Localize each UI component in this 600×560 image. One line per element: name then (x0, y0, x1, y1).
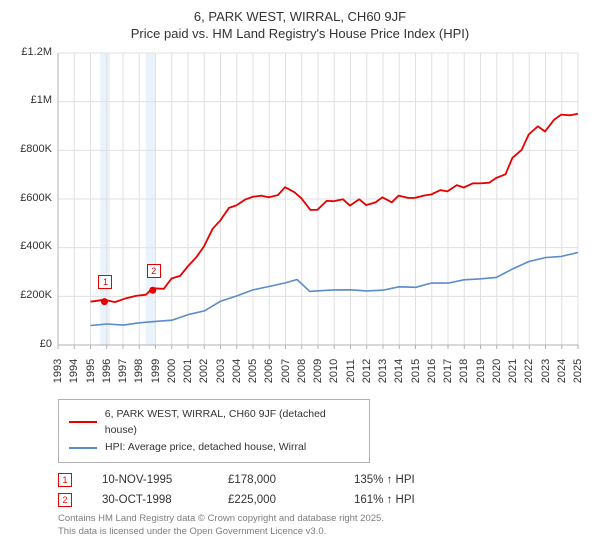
page-subtitle: Price paid vs. HM Land Registry's House … (12, 26, 588, 41)
x-axis-label: 2007 (280, 357, 292, 385)
y-axis-label: £0 (12, 338, 52, 350)
x-axis-label: 2024 (556, 357, 568, 385)
sale-row-marker: 2 (58, 493, 72, 507)
x-axis-label: 2023 (540, 357, 552, 385)
x-axis-label: 2016 (426, 357, 438, 385)
x-axis-label: 2004 (231, 357, 243, 385)
x-axis-label: 2019 (475, 357, 487, 385)
chart-plot-area: £0 £200K £400K £600K £800K £1M £1.2M 1993 1994 1… (12, 45, 588, 395)
x-axis-label: 2002 (198, 357, 210, 385)
x-axis-label: 2008 (296, 357, 308, 385)
footer-text: Contains HM Land Registry data © Crown c… (58, 513, 588, 539)
x-axis-label: 2014 (393, 357, 405, 385)
sales-table: 1 10-NOV-1995 £178,000 135% ↑ HPI 2 30-OCT-19… (58, 473, 588, 507)
x-axis-label: 1997 (117, 357, 129, 385)
legend-label: HPI: Average price, detached house, Wirr… (105, 439, 306, 456)
page-title: 6, PARK WEST, WIRRAL, CH60 9JF (12, 8, 588, 26)
x-axis-label: 2025 (572, 357, 584, 385)
x-axis-label: 2018 (458, 357, 470, 385)
legend: 6, PARK WEST, WIRRAL, CH60 9JF (detached… (58, 399, 370, 463)
sale-row: 2 30-OCT-1998 £225,000 161% ↑ HPI (58, 493, 588, 507)
sale-price: £225,000 (228, 494, 324, 506)
x-axis-label: 2001 (182, 357, 194, 385)
x-axis-label: 2010 (328, 357, 340, 385)
y-axis-label: £200K (12, 289, 52, 301)
chart-svg (12, 45, 588, 395)
x-axis-label: 2022 (523, 357, 535, 385)
x-axis-label: 2012 (361, 357, 373, 385)
x-axis-label: 2013 (377, 357, 389, 385)
y-axis-label: £1M (12, 94, 52, 106)
y-axis-label: £800K (12, 143, 52, 155)
sale-hpi-pct: 135% ↑ HPI (354, 474, 450, 486)
x-axis-label: 2011 (345, 357, 357, 385)
sale-hpi-pct: 161% ↑ HPI (354, 494, 450, 506)
sale-marker-1: 1 (98, 275, 112, 289)
legend-swatch (69, 447, 97, 449)
x-axis-label: 2020 (491, 357, 503, 385)
x-axis-label: 2017 (442, 357, 454, 385)
legend-item: HPI: Average price, detached house, Wirr… (69, 439, 359, 456)
chart-container: 6, PARK WEST, WIRRAL, CH60 9JF Price pai… (0, 0, 600, 560)
legend-item: 6, PARK WEST, WIRRAL, CH60 9JF (detached… (69, 406, 359, 440)
x-axis-label: 2003 (215, 357, 227, 385)
sale-row: 1 10-NOV-1995 £178,000 135% ↑ HPI (58, 473, 588, 487)
sale-row-marker: 1 (58, 473, 72, 487)
y-axis-label: £1.2M (12, 46, 52, 58)
sale-price: £178,000 (228, 474, 324, 486)
x-axis-label: 2009 (312, 357, 324, 385)
x-axis-label: 1993 (52, 357, 64, 385)
y-axis-label: £400K (12, 240, 52, 252)
footer-line-2: This data is licensed under the Open Gov… (58, 526, 588, 539)
x-axis-label: 1995 (85, 357, 97, 385)
x-axis-label: 1996 (101, 357, 113, 385)
y-axis-label: £600K (12, 192, 52, 204)
x-axis-label: 2021 (507, 357, 519, 385)
sale-marker-2: 2 (147, 264, 161, 278)
x-axis-label: 2006 (263, 357, 275, 385)
x-axis-label: 1998 (133, 357, 145, 385)
x-axis-label: 2015 (410, 357, 422, 385)
sale-date: 10-NOV-1995 (102, 474, 198, 486)
footer-line-1: Contains HM Land Registry data © Crown c… (58, 513, 588, 526)
legend-swatch (69, 421, 97, 423)
x-axis-label: 1994 (68, 357, 80, 385)
x-axis-label: 2005 (247, 357, 259, 385)
sale-date: 30-OCT-1998 (102, 494, 198, 506)
x-axis-label: 2000 (166, 357, 178, 385)
x-axis-label: 1999 (150, 357, 162, 385)
legend-label: 6, PARK WEST, WIRRAL, CH60 9JF (detached… (105, 406, 359, 440)
